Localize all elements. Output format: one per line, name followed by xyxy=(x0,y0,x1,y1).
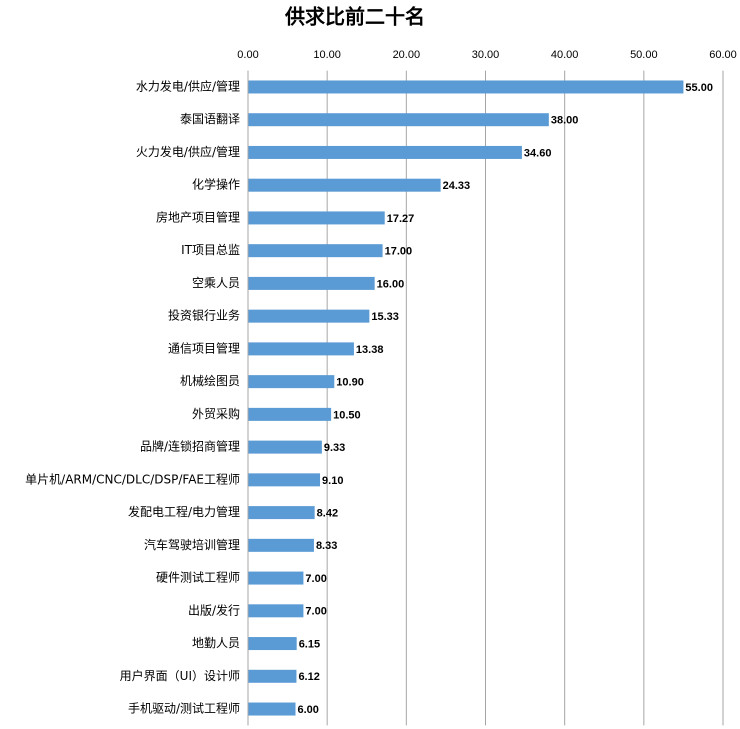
x-tick-label: 60.00 xyxy=(709,49,737,61)
y-tick-label: 外贸采购 xyxy=(192,406,240,421)
bar xyxy=(248,375,335,389)
y-tick-label: 出版/发行 xyxy=(188,602,240,617)
bar xyxy=(248,702,296,716)
value-label: 6.15 xyxy=(299,638,320,650)
bar xyxy=(248,276,375,290)
value-label: 7.00 xyxy=(305,573,326,585)
y-tick-label: 手机驱动/测试工程师 xyxy=(128,701,240,716)
bar xyxy=(248,309,370,323)
y-tick-label: 用户界面（UI）设计师 xyxy=(120,668,240,683)
value-label: 6.00 xyxy=(298,704,319,716)
value-label: 15.33 xyxy=(371,311,399,323)
bar xyxy=(248,211,385,225)
bar xyxy=(248,244,383,258)
x-tick-label: 30.00 xyxy=(472,49,500,61)
bar xyxy=(248,669,297,683)
y-tick-label: IT项目总监 xyxy=(181,243,240,257)
y-tick-label: 投资银行业务 xyxy=(168,308,240,323)
y-tick-label: 发配电工程/电力管理 xyxy=(128,504,240,519)
value-label: 9.33 xyxy=(324,442,345,454)
bar xyxy=(248,538,314,552)
value-label: 55.00 xyxy=(685,82,713,94)
value-label: 17.00 xyxy=(385,246,413,258)
y-tick-label: 通信项目管理 xyxy=(168,340,240,355)
value-label: 10.90 xyxy=(336,377,364,389)
value-label: 34.60 xyxy=(524,147,552,159)
value-label: 6.12 xyxy=(298,671,319,683)
chart-title: 供求比前二十名 xyxy=(284,5,425,29)
x-tick-label: 40.00 xyxy=(551,49,579,61)
y-tick-label: 汽车驾驶培训管理 xyxy=(144,537,240,552)
value-label: 8.42 xyxy=(317,507,338,519)
bar xyxy=(248,178,441,192)
bar xyxy=(248,407,332,421)
y-tick-label: 化学操作 xyxy=(192,177,240,192)
bar xyxy=(248,637,297,651)
value-label: 10.50 xyxy=(333,409,361,421)
y-tick-label: 房地产项目管理 xyxy=(156,209,240,224)
y-tick-label: 地勤人员 xyxy=(192,636,240,650)
bar xyxy=(248,440,322,454)
y-tick-label: 机械绘图员 xyxy=(180,373,240,388)
value-label: 13.38 xyxy=(356,344,384,356)
value-label: 7.00 xyxy=(305,606,326,618)
y-tick-label: 硬件测试工程师 xyxy=(156,570,240,585)
value-label: 16.00 xyxy=(377,278,405,290)
y-tick-label: 泰国语翻译 xyxy=(180,112,240,126)
bar xyxy=(248,145,522,159)
value-label: 9.10 xyxy=(322,475,343,487)
bar xyxy=(248,113,549,127)
x-tick-label: 50.00 xyxy=(630,49,658,61)
y-tick-label: 水力发电/供应/管理 xyxy=(136,78,240,93)
bar xyxy=(248,604,304,618)
x-tick-label: 20.00 xyxy=(393,49,421,61)
bar xyxy=(248,571,304,585)
x-tick-label: 10.00 xyxy=(313,49,341,61)
y-tick-label: 单片机/ARM/CNC/DLC/DSP/FAE工程师 xyxy=(25,471,240,486)
bar xyxy=(248,80,684,94)
y-tick-label: 品牌/连锁招商管理 xyxy=(140,439,240,454)
y-tick-label: 空乘人员 xyxy=(192,276,240,290)
value-label: 24.33 xyxy=(443,180,471,192)
x-tick-label: 0.00 xyxy=(237,49,258,61)
value-label: 8.33 xyxy=(316,540,337,552)
bar xyxy=(248,506,315,520)
bar xyxy=(248,473,321,487)
value-label: 17.27 xyxy=(387,213,415,225)
value-label: 38.00 xyxy=(551,115,579,127)
bar xyxy=(248,342,354,356)
y-tick-label: 火力发电/供应/管理 xyxy=(136,144,240,159)
